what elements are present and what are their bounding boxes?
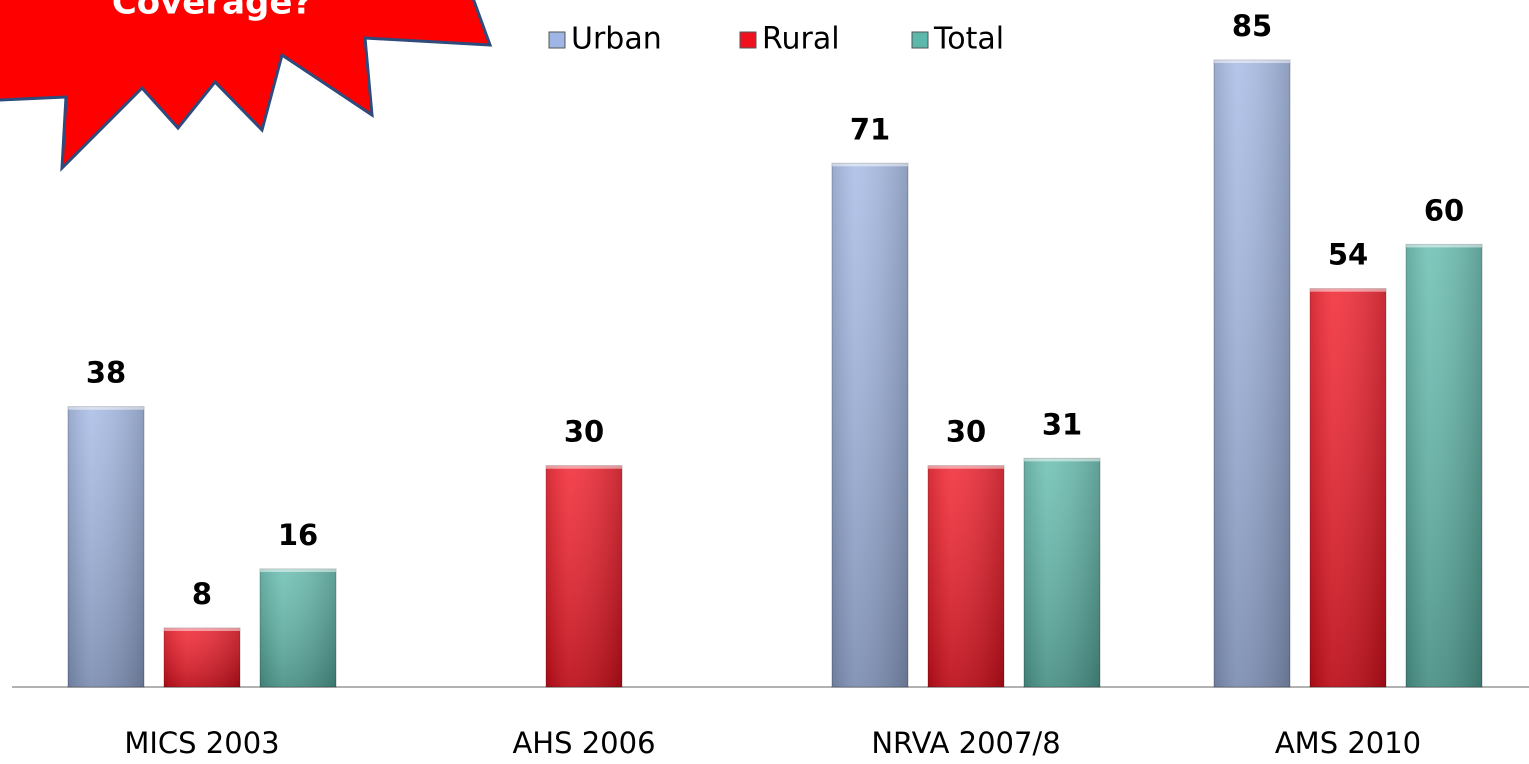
value-label: 30 bbox=[946, 415, 986, 449]
x-tick-label: NRVA 2007/8 bbox=[871, 726, 1060, 760]
x-tick-label: AMS 2010 bbox=[1275, 726, 1421, 760]
starburst bbox=[0, 0, 493, 172]
legend-label: Total bbox=[933, 22, 1004, 57]
bar-shade bbox=[1310, 288, 1386, 687]
bar-top bbox=[1406, 244, 1482, 248]
legend-swatch bbox=[548, 31, 566, 49]
bar-shade bbox=[1406, 244, 1482, 687]
x-tick-label: AHS 2006 bbox=[512, 726, 655, 760]
value-label: 30 bbox=[564, 415, 604, 449]
bar-shade bbox=[546, 465, 622, 687]
value-label: 54 bbox=[1328, 238, 1368, 272]
legend-swatch bbox=[911, 31, 929, 49]
value-label: 71 bbox=[850, 112, 890, 146]
bar-top bbox=[928, 465, 1004, 469]
bar-shade bbox=[928, 465, 1004, 687]
value-label: 38 bbox=[86, 356, 126, 390]
annotation: Coverage? bbox=[112, 0, 312, 23]
bar-shade bbox=[1214, 60, 1290, 688]
bar-shade bbox=[164, 627, 240, 687]
bar-shade bbox=[260, 568, 336, 687]
value-label: 60 bbox=[1424, 193, 1464, 227]
bar-top bbox=[1310, 288, 1386, 292]
x-tick-label: MICS 2003 bbox=[124, 726, 279, 760]
legend-label: Rural bbox=[762, 22, 840, 57]
bar-top bbox=[832, 163, 908, 167]
value-label: 85 bbox=[1232, 9, 1272, 43]
bar-shade bbox=[832, 163, 908, 687]
bar-top bbox=[260, 568, 336, 572]
legend-label: Urban bbox=[571, 22, 662, 57]
value-label: 16 bbox=[278, 518, 318, 552]
bar-shade bbox=[68, 406, 144, 687]
bar-top bbox=[1024, 458, 1100, 462]
legend-swatch bbox=[739, 31, 757, 49]
bar-top bbox=[1214, 60, 1290, 64]
bar-top bbox=[546, 465, 622, 469]
bar-shade bbox=[1024, 458, 1100, 687]
bar-top bbox=[164, 627, 240, 631]
bar-top bbox=[68, 406, 144, 410]
value-label: 8 bbox=[192, 577, 212, 611]
value-label: 31 bbox=[1042, 407, 1082, 441]
